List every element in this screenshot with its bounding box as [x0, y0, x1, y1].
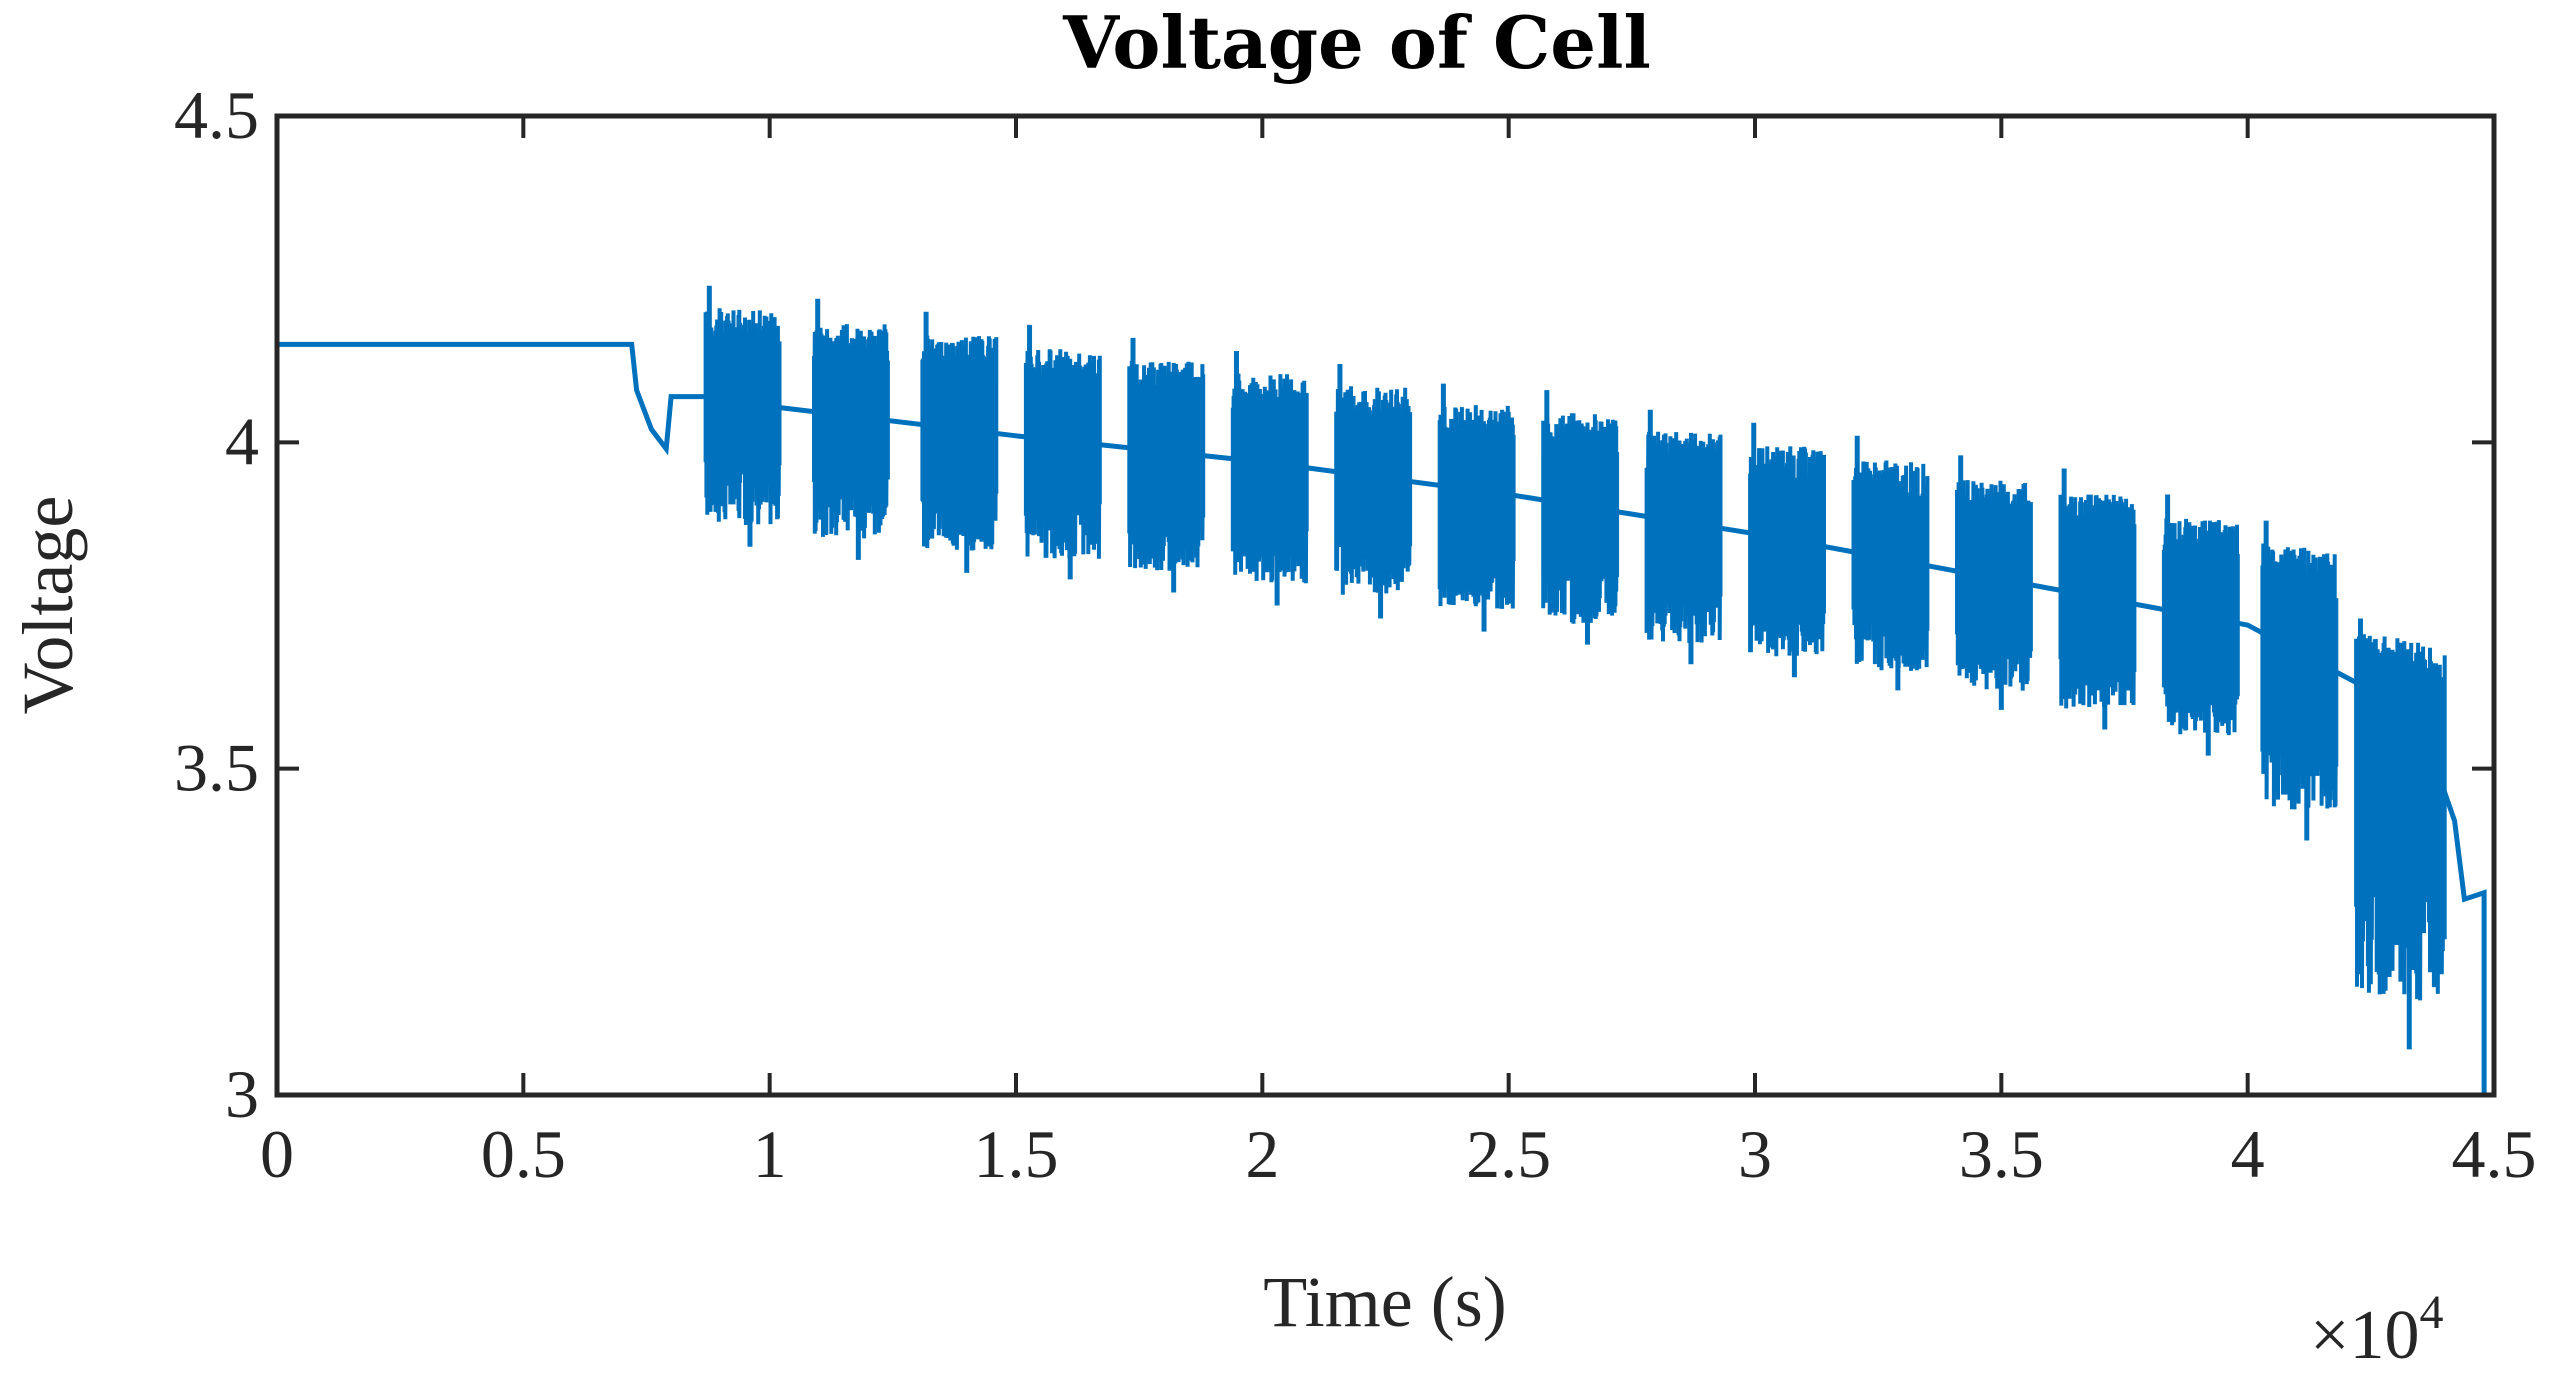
- x-tick-label: 0.5: [481, 1116, 566, 1192]
- voltage-pulse-burst: [1541, 413, 1620, 624]
- voltage-pulse-burst: [1955, 480, 2033, 691]
- voltage-pulse-burst: [812, 324, 890, 539]
- voltage-pulse-burst: [1437, 405, 1516, 609]
- y-tick-label: 3.5: [174, 730, 259, 806]
- voltage-pulse-burst: [1644, 431, 1723, 644]
- y-tick-label: 4: [225, 403, 259, 479]
- x-multiplier-exponent: 4: [2419, 1286, 2443, 1339]
- voltage-pulse-burst: [1023, 349, 1102, 559]
- x-axis-multiplier: ×104: [2310, 1286, 2443, 1374]
- voltage-pulse-burst: [2161, 518, 2240, 736]
- x-axis-label: Time (s): [1263, 1262, 1506, 1342]
- x-tick-label: 3: [1738, 1116, 1772, 1192]
- chart-title: Voltage of Cell: [1062, 0, 1651, 85]
- voltage-pulse-burst: [2354, 634, 2447, 1001]
- voltage-pulse-burst: [920, 335, 999, 551]
- x-tick-label: 0: [260, 1116, 294, 1192]
- y-tick-label: 4.5: [174, 77, 259, 153]
- voltage-pulse-burst: [1334, 386, 1413, 595]
- voltage-pulse-burst: [1851, 460, 1930, 671]
- voltage-pulse-burst: [703, 308, 782, 526]
- voltage-pulse-burst: [1127, 360, 1206, 571]
- x-tick-label: 2.5: [1466, 1116, 1551, 1192]
- x-tick-label: 1.5: [974, 1116, 1059, 1192]
- voltage-pulse-burst: [1748, 446, 1826, 657]
- x-multiplier-base: ×10: [2310, 1297, 2419, 1374]
- voltage-pulse-burst: [1230, 373, 1309, 584]
- x-tick-label: 1: [753, 1116, 787, 1192]
- x-tick-label: 3.5: [1959, 1116, 2044, 1192]
- x-tick-label: 4.5: [2452, 1116, 2537, 1192]
- y-axis-label: Voltage: [8, 496, 88, 715]
- y-tick-label: 3: [225, 1056, 259, 1132]
- plot-frame: [274, 113, 2497, 1098]
- x-tick-label: 4: [2231, 1116, 2265, 1192]
- x-tick-label: 2: [1245, 1116, 1279, 1192]
- voltage-pulse-burst: [2260, 543, 2339, 810]
- voltage-pulse-burst: [2058, 494, 2137, 709]
